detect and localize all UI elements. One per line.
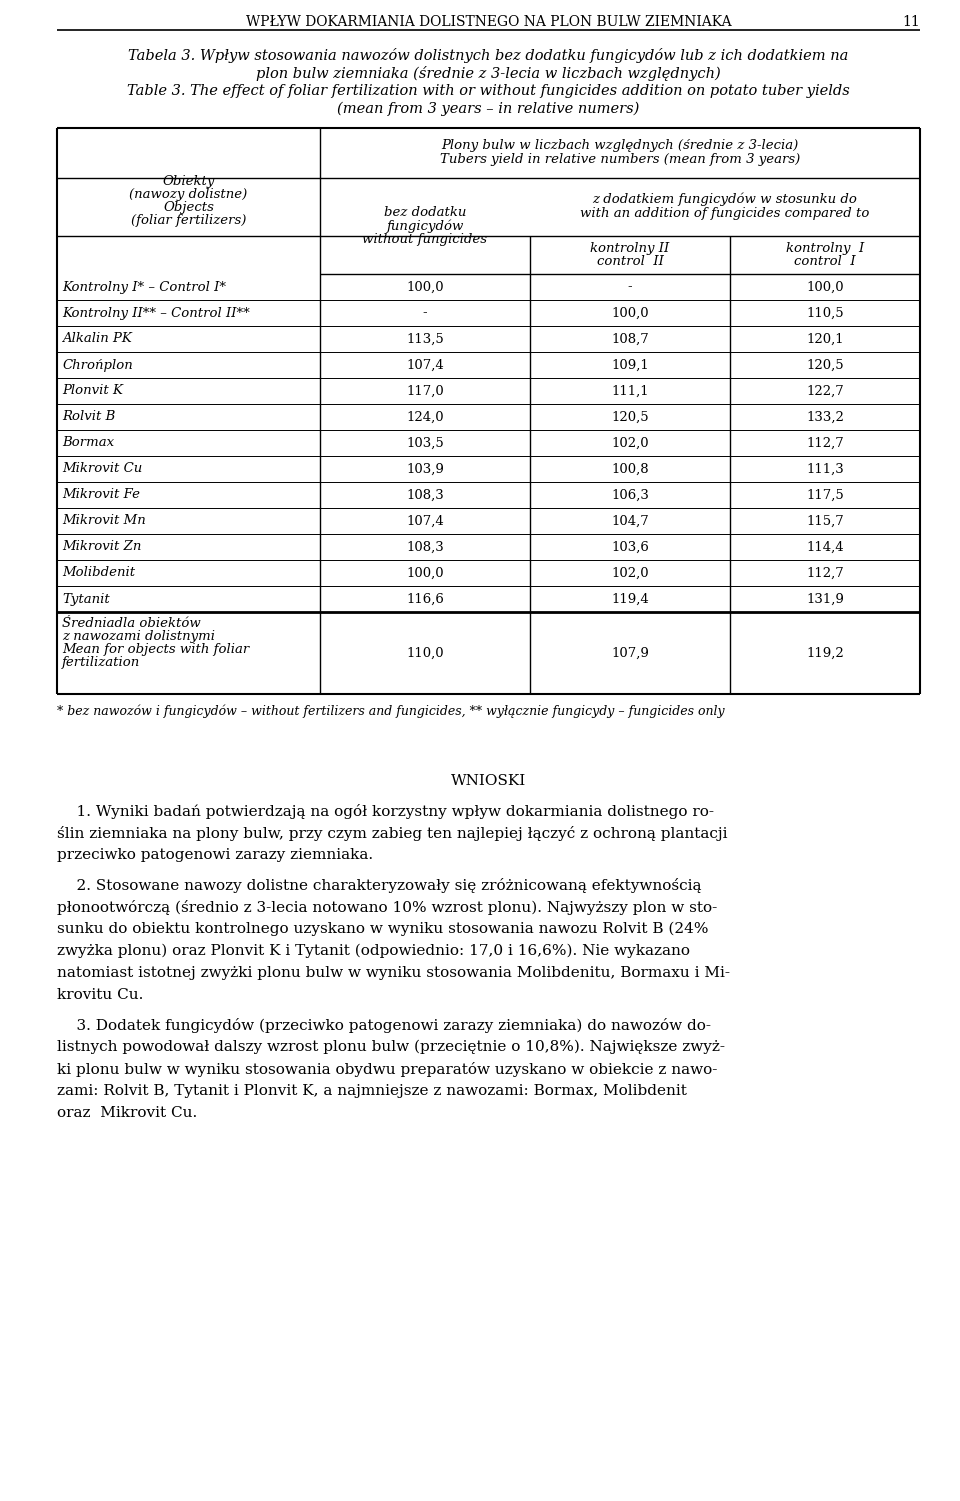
Text: oraz  Mikrovit Cu.: oraz Mikrovit Cu. — [57, 1106, 197, 1120]
Text: 119,2: 119,2 — [806, 647, 844, 659]
Text: Mikrovit Fe: Mikrovit Fe — [62, 488, 140, 501]
Text: 107,4: 107,4 — [406, 515, 444, 527]
Text: 104,7: 104,7 — [612, 515, 649, 527]
Text: 112,7: 112,7 — [806, 566, 844, 579]
Text: -: - — [422, 306, 427, 320]
Text: z nawozami dolistnymi: z nawozami dolistnymi — [62, 630, 215, 642]
Text: 107,9: 107,9 — [612, 647, 649, 659]
Text: without fungicides: without fungicides — [363, 233, 488, 246]
Text: 111,3: 111,3 — [806, 462, 844, 476]
Text: 122,7: 122,7 — [806, 384, 844, 398]
Text: 133,2: 133,2 — [806, 410, 844, 423]
Text: listnych powodował dalszy wzrost plonu bulw (przeciętnie o 10,8%). Największe zw: listnych powodował dalszy wzrost plonu b… — [57, 1040, 725, 1054]
Text: ślin ziemniaka na plony bulw, przy czym zabieg ten najlepiej łączyć z ochroną pl: ślin ziemniaka na plony bulw, przy czym … — [57, 826, 728, 841]
Text: Bormax: Bormax — [62, 437, 114, 449]
Text: 114,4: 114,4 — [806, 540, 844, 554]
Text: 106,3: 106,3 — [612, 488, 649, 501]
Text: Kontrolny I* – Control I*: Kontrolny I* – Control I* — [62, 281, 226, 294]
Text: 102,0: 102,0 — [612, 437, 649, 449]
Text: ki plonu bulw w wyniku stosowania obydwu preparatów uzyskano w obiekcie z nawo-: ki plonu bulw w wyniku stosowania obydwu… — [57, 1063, 717, 1078]
Text: 115,7: 115,7 — [806, 515, 844, 527]
Text: (nawozy dolistne): (nawozy dolistne) — [130, 188, 248, 201]
Text: Kontrolny II** – Control II**: Kontrolny II** – Control II** — [62, 306, 250, 320]
Text: 11: 11 — [902, 15, 920, 29]
Text: 110,5: 110,5 — [806, 306, 844, 320]
Text: Mikrovit Zn: Mikrovit Zn — [62, 540, 141, 554]
Text: -: - — [628, 281, 633, 294]
Text: 111,1: 111,1 — [612, 384, 649, 398]
Text: 1. Wyniki badań potwierdzają na ogół korzystny wpływ dokarmiania dolistnego ro-: 1. Wyniki badań potwierdzają na ogół kor… — [57, 805, 714, 820]
Text: 120,1: 120,1 — [806, 333, 844, 345]
Text: z dodatkiem fungicydów w stosunku do: z dodatkiem fungicydów w stosunku do — [592, 194, 857, 207]
Text: Obiekty: Obiekty — [162, 176, 215, 188]
Text: 108,3: 108,3 — [406, 540, 444, 554]
Text: 103,5: 103,5 — [406, 437, 444, 449]
Text: Chrońplon: Chrońplon — [62, 359, 132, 372]
Text: 113,5: 113,5 — [406, 333, 444, 345]
Text: Tubers yield in relative numbers (mean from 3 years): Tubers yield in relative numbers (mean f… — [440, 153, 800, 167]
Text: Mikrovit Cu: Mikrovit Cu — [62, 462, 142, 476]
Text: kontrolny  I: kontrolny I — [786, 242, 864, 255]
Text: 3. Dodatek fungicydów (przeciwko patogenowi zarazy ziemniaka) do nawozów do-: 3. Dodatek fungicydów (przeciwko patogen… — [57, 1018, 711, 1033]
Text: * bez nawozów i fungicydów – without fertilizers and fungicides, ** wyłącznie fu: * bez nawozów i fungicydów – without fer… — [57, 704, 725, 717]
Text: 131,9: 131,9 — [806, 593, 844, 605]
Text: plon bulw ziemniaka (średnie z 3-lecia w liczbach względnych): plon bulw ziemniaka (średnie z 3-lecia w… — [256, 66, 721, 81]
Text: Średniadla obiektów: Średniadla obiektów — [62, 617, 201, 630]
Text: 112,7: 112,7 — [806, 437, 844, 449]
Text: kontrolny II: kontrolny II — [590, 242, 670, 255]
Text: Mikrovit Mn: Mikrovit Mn — [62, 515, 146, 527]
Text: Plonvit K: Plonvit K — [62, 384, 123, 398]
Text: Tytanit: Tytanit — [62, 593, 109, 605]
Text: Molibdenit: Molibdenit — [62, 566, 135, 579]
Text: 103,6: 103,6 — [612, 540, 649, 554]
Text: 108,3: 108,3 — [406, 488, 444, 501]
Text: fungicydów: fungicydów — [386, 219, 464, 233]
Text: 100,0: 100,0 — [406, 566, 444, 579]
Text: przeciwko patogenowi zarazy ziemniaka.: przeciwko patogenowi zarazy ziemniaka. — [57, 848, 373, 862]
Text: Mean for objects with foliar: Mean for objects with foliar — [62, 642, 250, 656]
Text: płonootwórczą (średnio z 3-lecia notowano 10% wzrost plonu). Najwyższy plon w st: płonootwórczą (średnio z 3-lecia notowan… — [57, 901, 717, 916]
Text: zami: Rolvit B, Tytanit i Plonvit K, a najmniejsze z nawozami: Bormax, Molibdeni: zami: Rolvit B, Tytanit i Plonvit K, a n… — [57, 1084, 686, 1099]
Text: with an addition of fungicides compared to: with an addition of fungicides compared … — [580, 207, 870, 221]
Text: (foliar fertilizers): (foliar fertilizers) — [131, 215, 246, 227]
Text: WNIOSKI: WNIOSKI — [451, 775, 526, 788]
Text: Rolvit B: Rolvit B — [62, 410, 115, 423]
Text: 100,0: 100,0 — [406, 281, 444, 294]
Text: Tabela 3. Wpływ stosowania nawozów dolistnych bez dodatku fungicydów lub z ich d: Tabela 3. Wpływ stosowania nawozów dolis… — [129, 48, 849, 63]
Text: 120,5: 120,5 — [612, 410, 649, 423]
Text: control  II: control II — [596, 255, 663, 269]
Text: 119,4: 119,4 — [612, 593, 649, 605]
Text: 120,5: 120,5 — [806, 359, 844, 372]
Text: natomiast istotnej zwyżki plonu bulw w wyniku stosowania Molibdenitu, Bormaxu i : natomiast istotnej zwyżki plonu bulw w w… — [57, 967, 730, 980]
Text: WPŁYW DOKARMIANIA DOLISTNEGO NA PLON BULW ZIEMNIAKA: WPŁYW DOKARMIANIA DOLISTNEGO NA PLON BUL… — [246, 15, 732, 29]
Text: 100,8: 100,8 — [612, 462, 649, 476]
Text: 116,6: 116,6 — [406, 593, 444, 605]
Text: fertilization: fertilization — [62, 656, 140, 669]
Text: 117,0: 117,0 — [406, 384, 444, 398]
Text: 102,0: 102,0 — [612, 566, 649, 579]
Text: sunku do obiektu kontrolnego uzyskano w wyniku stosowania nawozu Rolvit B (24%: sunku do obiektu kontrolnego uzyskano w … — [57, 922, 708, 937]
Text: 100,0: 100,0 — [612, 306, 649, 320]
Text: krovitu Cu.: krovitu Cu. — [57, 988, 143, 1003]
Text: control  I: control I — [794, 255, 855, 269]
Text: 124,0: 124,0 — [406, 410, 444, 423]
Text: 109,1: 109,1 — [612, 359, 649, 372]
Text: 2. Stosowane nawozy dolistne charakteryzowały się zróżnicowaną efektywnością: 2. Stosowane nawozy dolistne charakteryz… — [57, 878, 702, 893]
Text: Alkalin PK: Alkalin PK — [62, 333, 132, 345]
Text: (mean from 3 years – in relative numers): (mean from 3 years – in relative numers) — [337, 102, 639, 117]
Text: bez dodatku: bez dodatku — [384, 207, 467, 219]
Text: 107,4: 107,4 — [406, 359, 444, 372]
Text: 110,0: 110,0 — [406, 647, 444, 659]
Text: 100,0: 100,0 — [806, 281, 844, 294]
Text: 103,9: 103,9 — [406, 462, 444, 476]
Text: Objects: Objects — [163, 201, 214, 215]
Text: zwyżka plonu) oraz Plonvit K i Tytanit (odpowiednio: 17,0 i 16,6%). Nie wykazano: zwyżka plonu) oraz Plonvit K i Tytanit (… — [57, 944, 690, 959]
Text: Plony bulw w liczbach względnych (średnie z 3-lecia): Plony bulw w liczbach względnych (średni… — [442, 140, 799, 152]
Text: 117,5: 117,5 — [806, 488, 844, 501]
Text: 108,7: 108,7 — [612, 333, 649, 345]
Text: Table 3. The effect of foliar fertilization with or without fungicides addition : Table 3. The effect of foliar fertilizat… — [127, 84, 850, 98]
